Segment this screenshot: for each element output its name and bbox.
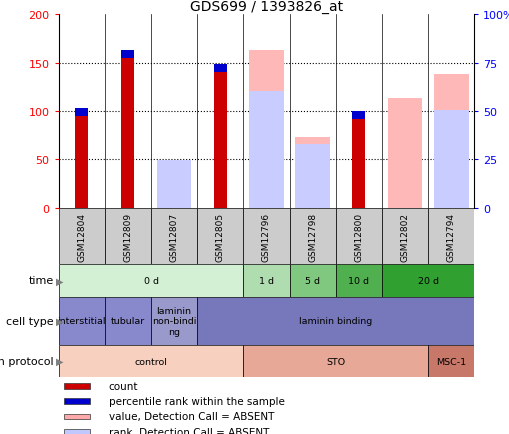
Text: growth protocol: growth protocol bbox=[0, 356, 53, 366]
Bar bbox=[105, 208, 151, 265]
Bar bbox=[243, 345, 427, 378]
Bar bbox=[243, 208, 289, 265]
Text: GSM12800: GSM12800 bbox=[354, 212, 362, 261]
Bar bbox=[156, 171, 191, 208]
Bar bbox=[197, 208, 243, 265]
Bar bbox=[243, 265, 289, 297]
Text: GSM12805: GSM12805 bbox=[215, 212, 224, 261]
Text: count: count bbox=[108, 381, 138, 391]
Text: GSM12804: GSM12804 bbox=[77, 212, 86, 261]
Title: GDS699 / 1393826_at: GDS699 / 1393826_at bbox=[189, 0, 343, 14]
Bar bbox=[295, 138, 329, 208]
Bar bbox=[213, 68, 227, 208]
Bar bbox=[75, 108, 88, 116]
Text: time: time bbox=[28, 276, 53, 286]
Bar bbox=[381, 265, 473, 297]
Text: GSM12798: GSM12798 bbox=[307, 212, 317, 261]
Text: value, Detection Call = ABSENT: value, Detection Call = ABSENT bbox=[108, 411, 274, 421]
Bar bbox=[105, 297, 151, 345]
Text: GSM12809: GSM12809 bbox=[123, 212, 132, 261]
Text: 10 d: 10 d bbox=[348, 276, 369, 286]
Bar bbox=[249, 92, 283, 208]
Bar bbox=[59, 297, 105, 345]
Bar bbox=[64, 383, 90, 389]
Bar bbox=[64, 398, 90, 404]
Bar bbox=[352, 112, 364, 119]
Text: ▶: ▶ bbox=[56, 316, 64, 326]
Bar bbox=[64, 414, 90, 419]
Bar bbox=[197, 297, 473, 345]
Bar bbox=[289, 265, 335, 297]
Bar bbox=[64, 429, 90, 434]
Bar bbox=[151, 297, 197, 345]
Text: ▶: ▶ bbox=[56, 356, 64, 366]
Text: 20 d: 20 d bbox=[417, 276, 438, 286]
Bar bbox=[335, 265, 381, 297]
Text: GSM12796: GSM12796 bbox=[262, 212, 270, 261]
Text: interstitial: interstitial bbox=[58, 317, 106, 326]
Bar bbox=[335, 208, 381, 265]
Bar bbox=[121, 54, 134, 208]
Text: GSM12807: GSM12807 bbox=[169, 212, 178, 261]
Bar bbox=[213, 65, 227, 73]
Text: control: control bbox=[134, 357, 167, 366]
Bar bbox=[427, 208, 473, 265]
Text: ▶: ▶ bbox=[56, 276, 64, 286]
Bar bbox=[352, 115, 364, 208]
Text: GSM12794: GSM12794 bbox=[446, 212, 455, 261]
Bar bbox=[295, 145, 329, 208]
Bar bbox=[151, 208, 197, 265]
Bar bbox=[75, 112, 88, 208]
Bar bbox=[59, 345, 243, 378]
Bar bbox=[381, 208, 427, 265]
Bar bbox=[249, 51, 283, 208]
Text: cell type: cell type bbox=[6, 316, 53, 326]
Text: STO: STO bbox=[326, 357, 345, 366]
Bar bbox=[59, 265, 243, 297]
Text: 5 d: 5 d bbox=[304, 276, 320, 286]
Text: laminin binding: laminin binding bbox=[299, 317, 372, 326]
Bar bbox=[289, 208, 335, 265]
Bar bbox=[427, 345, 473, 378]
Bar bbox=[156, 161, 191, 208]
Text: 0 d: 0 d bbox=[143, 276, 158, 286]
Bar bbox=[59, 208, 105, 265]
Text: MSC-1: MSC-1 bbox=[435, 357, 465, 366]
Bar bbox=[387, 99, 421, 208]
Bar bbox=[121, 51, 134, 59]
Text: rank, Detection Call = ABSENT: rank, Detection Call = ABSENT bbox=[108, 427, 269, 434]
Text: 1 d: 1 d bbox=[259, 276, 273, 286]
Text: percentile rank within the sample: percentile rank within the sample bbox=[108, 396, 284, 406]
Bar bbox=[433, 111, 468, 208]
Text: laminin
non-bindi
ng: laminin non-bindi ng bbox=[152, 306, 196, 336]
Text: GSM12802: GSM12802 bbox=[400, 212, 409, 261]
Bar bbox=[433, 75, 468, 208]
Text: tubular: tubular bbox=[110, 317, 145, 326]
